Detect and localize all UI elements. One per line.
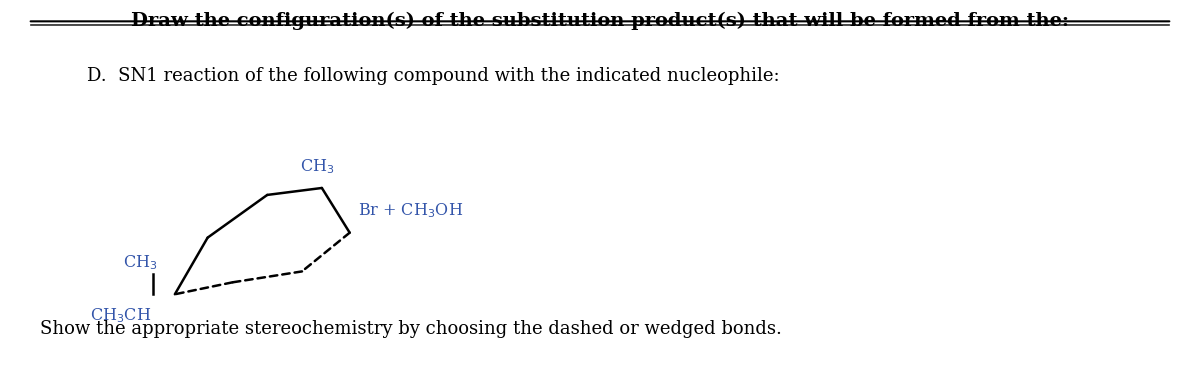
Text: Show the appropriate stereochemistry by choosing the dashed or wedged bonds.: Show the appropriate stereochemistry by … — [40, 319, 781, 337]
Text: CH$_3$: CH$_3$ — [122, 254, 157, 272]
Text: D.  SN1 reaction of the following compound with the indicated nucleophile:: D. SN1 reaction of the following compoun… — [88, 67, 780, 85]
Text: CH$_3$: CH$_3$ — [300, 158, 334, 176]
Text: Br + CH$_3$OH: Br + CH$_3$OH — [358, 201, 463, 220]
Text: CH$_3$CH: CH$_3$CH — [90, 306, 151, 325]
Text: Draw the configuration(s) of the substitution product(s) that will be formed fro: Draw the configuration(s) of the substit… — [131, 12, 1069, 31]
